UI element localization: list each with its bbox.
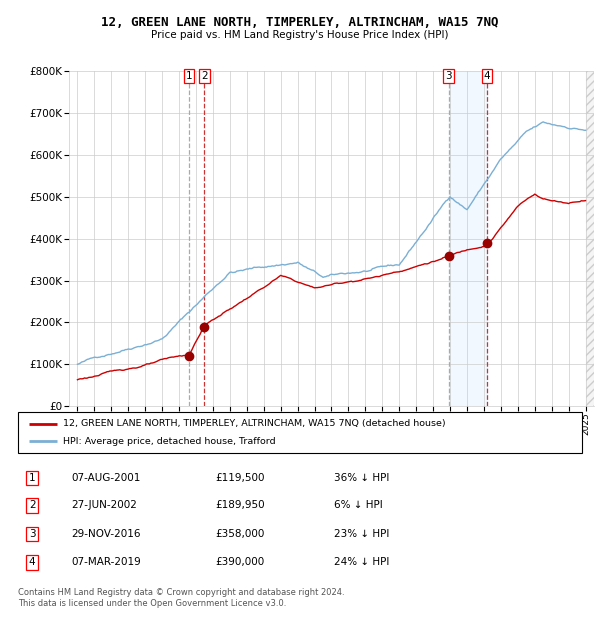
Text: 07-AUG-2001: 07-AUG-2001	[71, 473, 141, 483]
Text: 27-JUN-2002: 27-JUN-2002	[71, 500, 137, 510]
Text: 24% ↓ HPI: 24% ↓ HPI	[334, 557, 389, 567]
Text: 36% ↓ HPI: 36% ↓ HPI	[334, 473, 389, 483]
Text: 2: 2	[201, 71, 208, 81]
Text: 3: 3	[445, 71, 452, 81]
Bar	[449, 71, 487, 406]
Bar	[586, 71, 600, 406]
Text: £390,000: £390,000	[215, 557, 265, 567]
Text: £189,950: £189,950	[215, 500, 265, 510]
Text: This data is licensed under the Open Government Licence v3.0.: This data is licensed under the Open Gov…	[18, 599, 286, 608]
Bar	[586, 71, 600, 406]
Text: Price paid vs. HM Land Registry's House Price Index (HPI): Price paid vs. HM Land Registry's House …	[151, 30, 449, 40]
Text: 23% ↓ HPI: 23% ↓ HPI	[334, 529, 389, 539]
Text: £358,000: £358,000	[215, 529, 265, 539]
Text: £119,500: £119,500	[215, 473, 265, 483]
Text: 12, GREEN LANE NORTH, TIMPERLEY, ALTRINCHAM, WA15 7NQ: 12, GREEN LANE NORTH, TIMPERLEY, ALTRINC…	[101, 16, 499, 29]
Text: 12, GREEN LANE NORTH, TIMPERLEY, ALTRINCHAM, WA15 7NQ (detached house): 12, GREEN LANE NORTH, TIMPERLEY, ALTRINC…	[63, 419, 446, 428]
Text: Contains HM Land Registry data © Crown copyright and database right 2024.: Contains HM Land Registry data © Crown c…	[18, 588, 344, 597]
Text: 1: 1	[29, 473, 35, 483]
Text: 4: 4	[484, 71, 490, 81]
Text: HPI: Average price, detached house, Trafford: HPI: Average price, detached house, Traf…	[63, 437, 276, 446]
Text: 3: 3	[29, 529, 35, 539]
Text: 2: 2	[29, 500, 35, 510]
FancyBboxPatch shape	[18, 412, 582, 453]
Text: 4: 4	[29, 557, 35, 567]
Text: 07-MAR-2019: 07-MAR-2019	[71, 557, 142, 567]
Text: 29-NOV-2016: 29-NOV-2016	[71, 529, 141, 539]
Text: 1: 1	[186, 71, 193, 81]
Text: 6% ↓ HPI: 6% ↓ HPI	[334, 500, 383, 510]
